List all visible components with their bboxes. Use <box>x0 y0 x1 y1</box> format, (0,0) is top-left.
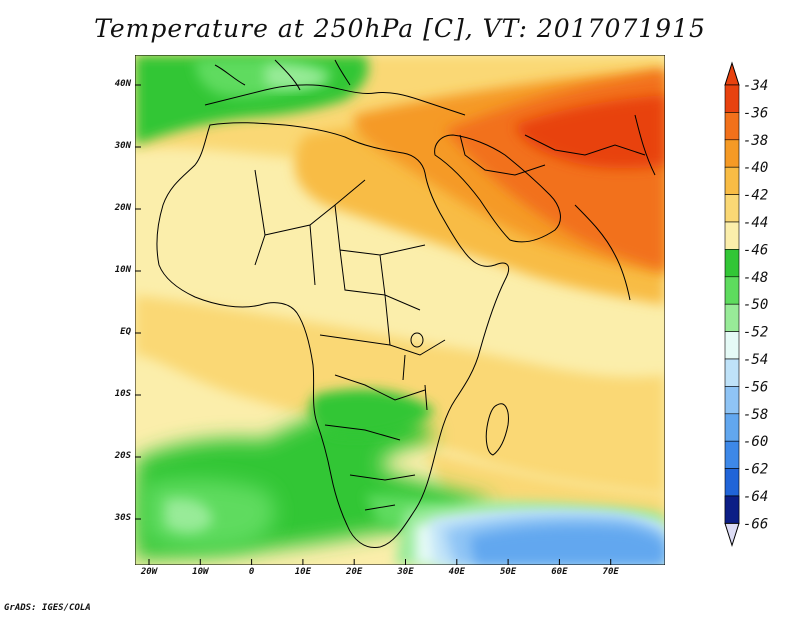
temperature-field <box>135 55 665 565</box>
colorbar-swatch <box>724 468 740 497</box>
colorbar-swatch <box>724 249 740 278</box>
colorbar-label: -40 <box>743 160 768 176</box>
coastlines <box>156 59 656 549</box>
lat-label: 30N <box>114 141 131 151</box>
colorbar-label: -56 <box>743 379 768 395</box>
colorbar-swatch <box>724 413 740 442</box>
colorbar-label: -48 <box>743 270 768 286</box>
lon-label: 10W <box>192 567 209 577</box>
colorbar-label: -66 <box>743 516 768 532</box>
colorbar-label: -38 <box>743 133 768 149</box>
colorbar-label: -36 <box>743 105 768 121</box>
colorbar-label: -64 <box>743 489 768 505</box>
colorbar: -34 -36 -38 -40 -42 -44 -46 -48 -50 -52 -54 -56 -58 -… <box>724 61 768 548</box>
colorbar-label: -58 <box>743 407 768 423</box>
colorbar-label: -44 <box>743 215 768 231</box>
colorbar-label: -46 <box>743 242 768 258</box>
lon-label: 0 <box>248 567 255 577</box>
colorbar-under-arrow <box>724 522 740 548</box>
lon-label: 50E <box>499 567 517 577</box>
lon-label: 10E <box>294 567 312 577</box>
colorbar-swatch <box>724 303 740 332</box>
colorbar-swatch <box>724 440 740 469</box>
colorbar-swatch <box>724 139 740 168</box>
lon-label: 40E <box>448 567 465 577</box>
lat-label: 20S <box>114 451 131 461</box>
colorbar-label: -52 <box>743 325 768 341</box>
colorbar-label: -50 <box>743 297 768 313</box>
colorbar-swatch <box>724 358 740 387</box>
colorbar-label: -42 <box>743 188 768 204</box>
lon-label: 30E <box>397 567 414 577</box>
colorbar-label: -62 <box>743 462 768 478</box>
lakes <box>402 332 428 411</box>
lon-label: 60E <box>551 567 568 577</box>
lat-label: EQ <box>120 327 131 337</box>
colorbar-swatch <box>724 386 740 415</box>
lon-ticks <box>148 559 612 565</box>
lat-label: 10N <box>114 265 131 275</box>
lat-label: 10S <box>114 389 131 399</box>
colorbar-swatch <box>724 276 740 305</box>
colorbar-over-arrow <box>724 61 740 86</box>
colorbar-label: -34 <box>743 78 768 94</box>
colorbar-swatch <box>724 331 740 360</box>
colorbar-swatch <box>724 112 740 141</box>
temperature-map <box>135 55 665 565</box>
colorbar-label: -60 <box>743 434 768 450</box>
colorbar-label: -54 <box>743 352 768 368</box>
lat-label: 40N <box>114 79 131 89</box>
lon-label: 20W <box>140 567 158 577</box>
colorbar-swatch <box>724 84 740 113</box>
lat-label: 20N <box>114 203 131 213</box>
colorbar-swatch <box>724 495 740 524</box>
lon-label: 20E <box>346 567 363 577</box>
lon-label: 70E <box>602 567 619 577</box>
colorbar-swatch <box>724 166 740 195</box>
credit-text: GrADS: IGES/COLA <box>4 603 91 613</box>
lat-label: 30S <box>114 513 131 523</box>
colorbar-swatch <box>724 221 740 250</box>
lat-ticks <box>135 84 141 520</box>
colorbar-swatch <box>724 194 740 223</box>
map-title: Temperature at 250hPa [C], VT: 201707191… <box>94 14 706 43</box>
